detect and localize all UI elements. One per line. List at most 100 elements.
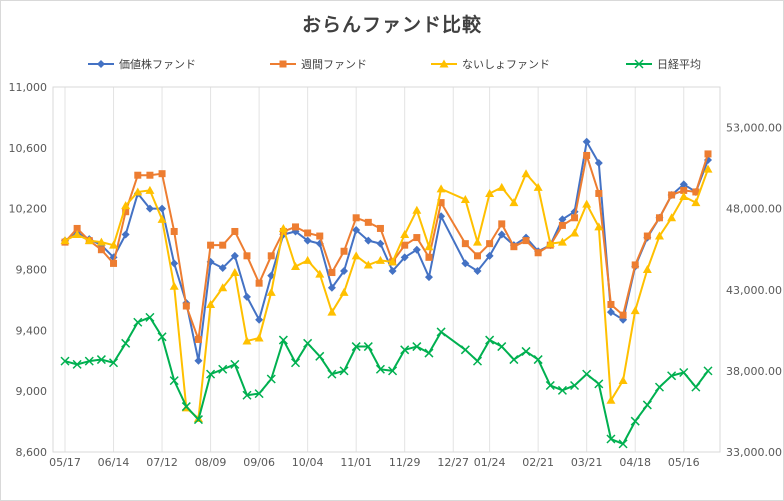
data-point — [582, 369, 592, 379]
x-tick-label: 03/21 — [571, 456, 603, 469]
data-point — [339, 366, 349, 376]
legend-label: 週間ファンド — [301, 58, 367, 71]
x-tick-label: 07/12 — [146, 456, 178, 469]
data-point — [266, 374, 276, 384]
data-point — [521, 346, 531, 356]
data-point — [96, 355, 106, 365]
data-point — [497, 182, 507, 191]
data-point — [304, 229, 312, 237]
x-tick-label: 10/04 — [292, 456, 324, 469]
data-point — [169, 376, 179, 386]
data-point — [193, 415, 203, 425]
data-point — [194, 356, 203, 365]
legend: 価値株ファンド 週間ファンド ないしょファンド 日経平均 — [88, 57, 701, 71]
chart-title: おらんファンド比較 — [301, 14, 482, 36]
data-point — [388, 366, 398, 376]
data-point — [254, 333, 264, 342]
data-point — [521, 169, 531, 178]
data-point — [498, 220, 506, 228]
data-point — [606, 308, 615, 317]
data-point — [219, 241, 227, 249]
x-tick-label: 05/16 — [668, 456, 700, 469]
data-point — [594, 222, 604, 231]
legend-label: 価値株ファンド — [119, 57, 196, 71]
data-point — [230, 359, 240, 369]
data-point — [303, 236, 312, 245]
data-point — [534, 249, 542, 257]
data-point — [145, 312, 155, 322]
left-y-tick-label: 10,200 — [9, 203, 48, 216]
data-point — [472, 237, 482, 246]
data-point — [643, 232, 651, 240]
legend-label: ないしょファンド — [462, 58, 550, 71]
data-point — [290, 358, 301, 368]
data-point — [145, 185, 155, 194]
data-point — [230, 268, 240, 277]
data-point — [84, 236, 94, 245]
data-point — [60, 356, 70, 366]
plot-area-border — [52, 86, 721, 453]
x-tick-label: 12/27 — [437, 456, 469, 469]
data-point — [631, 261, 639, 269]
data-point — [97, 246, 105, 254]
data-point — [582, 137, 591, 146]
data-point — [607, 300, 615, 308]
legend-label: 日経平均 — [657, 58, 701, 71]
left-y-axis: 8,600 9,000 9,400 9,800 10,200 10,600 11,000 — [9, 81, 48, 459]
data-point — [692, 188, 700, 196]
left-y-tick-label: 9,000 — [16, 385, 48, 398]
data-point — [340, 267, 349, 276]
data-point — [207, 241, 215, 249]
data-point — [316, 232, 324, 240]
data-point — [679, 192, 689, 200]
data-point — [667, 213, 677, 222]
legend-swatch-marker — [439, 59, 449, 68]
legend-item: 日経平均 — [626, 58, 701, 71]
data-point — [206, 369, 216, 379]
data-point — [400, 345, 410, 355]
data-point — [73, 224, 81, 232]
series-layer — [60, 137, 713, 449]
data-point — [583, 151, 591, 159]
data-point — [315, 269, 325, 278]
data-point — [243, 252, 251, 260]
data-point — [460, 345, 470, 355]
data-point — [654, 231, 664, 240]
data-point — [558, 215, 567, 224]
vertical-gridlines — [64, 87, 685, 452]
data-point — [437, 199, 445, 207]
data-point — [667, 371, 677, 381]
data-point — [96, 237, 106, 246]
data-point — [376, 224, 384, 232]
data-point — [254, 389, 264, 399]
x-tick-label: 04/18 — [619, 456, 651, 469]
x-tick-label: 11/29 — [389, 456, 421, 469]
data-point — [242, 292, 251, 301]
data-point — [169, 281, 179, 290]
data-point — [619, 311, 627, 319]
left-y-tick-label: 8,600 — [16, 446, 48, 459]
data-point — [158, 204, 167, 213]
data-point — [352, 225, 361, 234]
data-point — [485, 335, 495, 345]
data-point — [557, 385, 567, 395]
x-tick-label: 05/17 — [49, 456, 81, 469]
left-y-tick-label: 9,800 — [16, 264, 48, 277]
data-point — [122, 208, 130, 216]
data-point — [401, 241, 409, 249]
data-point — [121, 201, 131, 210]
data-point — [533, 355, 543, 365]
data-point — [412, 205, 422, 214]
series-3 — [60, 312, 713, 449]
data-point — [218, 364, 228, 374]
data-point — [339, 287, 349, 296]
data-point — [291, 261, 301, 270]
data-point — [84, 356, 94, 366]
data-point — [182, 302, 190, 310]
left-y-tick-label: 11,000 — [9, 81, 48, 94]
data-point — [303, 338, 313, 348]
right-y-tick-label: 48,000.00 — [726, 203, 782, 216]
data-point — [618, 376, 628, 385]
data-point — [509, 355, 519, 365]
data-point — [571, 214, 579, 222]
